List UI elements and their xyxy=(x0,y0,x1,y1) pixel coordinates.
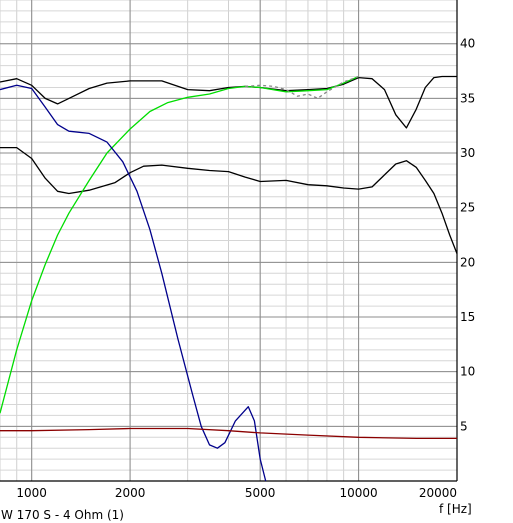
x-tick-label: 1000 xyxy=(16,486,47,500)
series-line-6 xyxy=(0,427,457,440)
x-tick-label: 5000 xyxy=(245,486,276,500)
y-tick-label: 25 xyxy=(460,201,475,215)
tick-labels: 1000 2000 5000 10000 20000 5 10 15 20 25 30 35 40 xyxy=(16,37,475,500)
y-tick-label: 35 xyxy=(460,91,475,105)
y-tick-label: 30 xyxy=(460,146,475,160)
y-tick-label: 15 xyxy=(460,310,475,324)
series-layer xyxy=(0,75,458,482)
chart-caption: W 170 S - 4 Ohm (1) xyxy=(1,508,124,522)
y-tick-label: 40 xyxy=(460,37,475,51)
series-line-5 xyxy=(0,84,267,482)
major-grid xyxy=(0,0,458,482)
series-line-4 xyxy=(245,75,359,100)
y-tick-label: 20 xyxy=(460,255,475,269)
x-tick-label: 10000 xyxy=(339,486,377,500)
x-tick-label: 20000 xyxy=(419,486,457,500)
x-axis-label: f [Hz] xyxy=(439,502,472,516)
series-line-2 xyxy=(0,146,458,254)
y-tick-label: 10 xyxy=(460,365,475,379)
x-tick-label: 2000 xyxy=(115,486,146,500)
series-line-3 xyxy=(0,75,359,414)
y-tick-label: 5 xyxy=(460,419,468,433)
